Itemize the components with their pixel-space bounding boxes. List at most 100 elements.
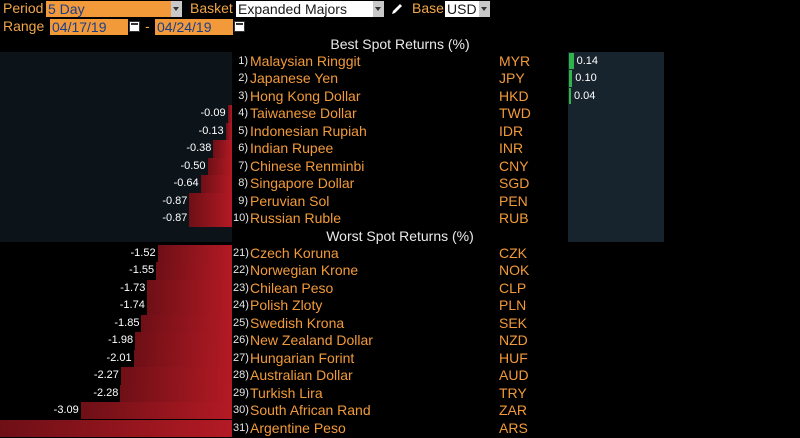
calendar-icon[interactable] [234,21,245,32]
best-currency-name[interactable]: Russian Ruble [250,210,342,227]
best-currency-name[interactable]: Indonesian Rupiah [250,122,367,139]
worst-currency-name[interactable]: Swedish Krona [250,314,345,331]
best-rank: 3) [238,89,248,102]
best-rank: 6) [238,142,248,155]
worst-negative-bar [141,314,232,333]
basket-label: Basket [190,0,233,16]
best-currency-name[interactable]: Indian Rupee [250,140,334,157]
best-returns-title: Best Spot Returns (%) [330,36,470,52]
worst-currency-code: ZAR [499,402,527,419]
range-separator: - [145,18,150,34]
worst-value-label: -1.73 [120,281,146,294]
worst-currency-name[interactable]: Hungarian Forint [250,349,355,366]
best-negative-bar [227,105,232,123]
best-negative-bar [225,122,232,141]
base-dropdown-icon[interactable] [479,1,490,17]
pencil-icon[interactable] [390,2,404,16]
best-value-label: -0.64 [173,177,199,190]
best-currency-code: PEN [499,192,528,209]
worst-negative-bar [133,349,232,368]
best-rank: 1) [238,55,248,67]
best-currency-name[interactable]: Peruvian Sol [250,192,330,209]
best-currency-name[interactable]: Hong Kong Dollar [250,87,361,104]
worst-currency-name[interactable]: South African Rand [250,402,371,419]
worst-currency-code: AUD [499,367,529,384]
calendar-icon[interactable] [129,21,140,32]
worst-currency-code: ARS [499,419,528,436]
best-currency-code: JPY [499,70,525,87]
worst-currency-name[interactable]: Polish Zloty [250,297,323,314]
worst-currency-code: PLN [499,297,527,314]
basket-select[interactable]: Expanded Majors [236,1,373,17]
worst-rank: 23) [233,281,249,294]
best-value-label: -0.50 [180,159,206,172]
worst-negative-bar [0,419,232,437]
best-currency-name[interactable]: Malaysian Ringgit [250,53,361,69]
worst-currency-name[interactable]: New Zealand Dollar [250,332,373,349]
worst-value-label: -1.52 [130,247,156,259]
worst-currency-name[interactable]: Chilean Peso [250,279,334,296]
range-start-input[interactable]: 04/17/19 [50,19,128,35]
best-positive-bar [569,70,573,87]
best-currency-code: IDR [499,122,524,139]
worst-rank: 24) [233,299,249,312]
worst-value-label: -2.28 [93,386,119,399]
worst-rank: 29) [233,386,249,399]
worst-currency-name[interactable]: Australian Dollar [250,367,353,384]
range-label: Range [3,18,45,34]
worst-currency-code: NZD [499,332,528,349]
worst-currency-code: SEK [499,314,528,331]
worst-rank: 31) [233,421,249,434]
worst-currency-name[interactable]: Turkish Lira [250,384,323,401]
worst-currency-name[interactable]: Czech Koruna [250,245,339,261]
best-negative-bar [213,140,232,158]
period-select[interactable]: 5 Day [46,1,172,17]
worst-returns-title: Worst Spot Returns (%) [326,228,474,244]
best-currency-name[interactable]: Taiwanese Dollar [250,105,357,122]
best-currency-code: MYR [499,53,531,69]
worst-value-label: -1.98 [108,334,134,347]
range-end-input[interactable]: 04/24/19 [155,19,233,35]
worst-negative-bar [146,297,232,315]
worst-negative-bar [147,279,232,298]
best-currency-name[interactable]: Chinese Renminbi [250,157,365,174]
worst-currency-code: NOK [499,262,530,279]
worst-rank: 25) [233,316,249,329]
best-positive-bar [569,87,571,105]
best-rank: 7) [238,159,248,172]
worst-currency-code: TRY [499,384,527,401]
base-select[interactable]: USD [445,1,479,17]
best-currency-code: CNY [499,157,529,174]
worst-currency-name[interactable]: Argentine Peso [250,419,346,436]
best-negative-bar [207,157,232,176]
worst-value-label: -2.27 [93,369,119,382]
worst-currency-code: CLP [499,279,527,296]
best-currency-code: SGD [499,175,530,192]
best-currency-name[interactable]: Japanese Yen [250,70,338,87]
worst-value-label: -1.85 [114,316,140,329]
best-currency-name[interactable]: Singapore Dollar [250,175,355,192]
basket-dropdown-icon[interactable] [373,1,384,17]
base-label: Base [412,0,444,16]
worst-currency-name[interactable]: Norwegian Krone [250,262,359,279]
period-dropdown-icon[interactable] [171,1,182,17]
worst-rank: 30) [233,404,249,417]
best-value-label: -0.38 [186,142,212,155]
best-value-label: 0.04 [574,89,596,102]
worst-value-label: -1.55 [129,264,155,277]
best-value-label: -0.13 [198,124,224,137]
worst-rank: 26) [233,334,249,347]
best-negative-bar [200,175,232,193]
worst-currency-code: HUF [499,349,528,366]
worst-rank: 28) [233,369,249,382]
worst-value-label: -3.09 [53,404,79,417]
best-negative-bar [189,210,232,228]
worst-negative-bar [157,245,232,263]
worst-negative-bar [120,367,232,385]
best-positive-panel [568,52,664,242]
best-currency-code: RUB [499,210,529,227]
best-rank: 8) [238,177,248,190]
best-negative-bar [189,192,232,211]
best-positive-bar [569,53,574,70]
best-rank: 10) [233,212,249,225]
